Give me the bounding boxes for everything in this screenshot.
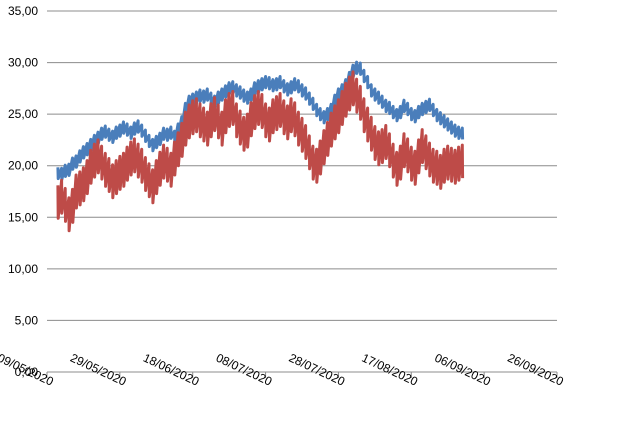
x-tick-label: 06/09/2020: [432, 351, 493, 389]
series-blue: [56, 60, 465, 182]
y-axis-labels: 0,00 5,00 10,00 15,00 20,00 25,00 30,00 35,00: [8, 4, 38, 379]
y-tick-label: 20,00: [8, 159, 38, 173]
x-tick-label: 08/07/2020: [214, 351, 275, 389]
x-tick-label: 26/09/2020: [505, 351, 566, 389]
x-tick-label: 18/06/2020: [141, 351, 202, 389]
y-tick-label: 15,00: [8, 210, 38, 224]
series-layer: [56, 60, 465, 233]
y-tick-label: 5,00: [15, 313, 39, 327]
series-red: [56, 70, 465, 233]
y-tick-label: 0,00: [15, 365, 39, 379]
series-line: [56, 60, 465, 182]
x-tick-label: 28/07/2020: [287, 351, 348, 389]
x-tick-label: 09/05/2020: [0, 351, 56, 389]
x-axis: [46, 371, 558, 378]
y-tick-label: 30,00: [8, 56, 38, 70]
y-tick-label: 10,00: [8, 262, 38, 276]
x-tick-label: 17/08/2020: [360, 351, 421, 389]
series-line: [56, 70, 465, 233]
y-tick-label: 35,00: [8, 4, 38, 18]
x-axis-labels: 09/05/2020 29/05/2020 18/06/2020 08/07/2020…: [0, 351, 566, 389]
x-tick-label: 29/05/2020: [68, 351, 129, 389]
y-tick-label: 25,00: [8, 107, 38, 121]
